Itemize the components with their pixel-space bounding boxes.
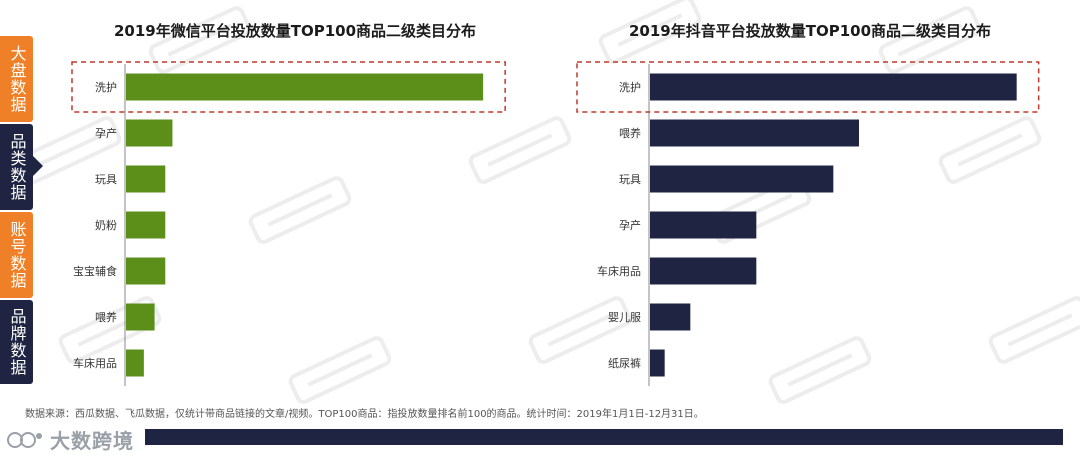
bar (126, 257, 166, 285)
category-label: 纸尿裤 (608, 356, 641, 370)
wechat-chart: 2019年微信平台投放数量TOP100商品二级类目分布 洗护孕产玩具奶粉宝宝辅食… (55, 0, 535, 400)
brand-name: 大数跨境 (50, 429, 134, 453)
bar (650, 73, 1017, 101)
category-label: 玩具 (95, 173, 117, 186)
brand-logo-icon (7, 431, 42, 448)
nav-item-account[interactable]: 账号数据 (0, 212, 33, 298)
nav-item-category[interactable]: 品类数据 (0, 124, 33, 210)
nav-item-brand[interactable]: 品牌数据 (0, 300, 33, 384)
category-label: 喂养 (619, 126, 641, 140)
highlight-box (576, 61, 1040, 113)
category-label: 孕产 (619, 218, 641, 232)
bar (650, 257, 757, 285)
data-source-note: 数据来源：西瓜数据、飞瓜数据，仅统计带商品链接的文章/视频。TOP100商品：指… (25, 409, 704, 420)
category-label: 孕产 (95, 126, 117, 140)
bar (126, 349, 144, 377)
category-label: 喂养 (95, 310, 117, 324)
category-label: 车床用品 (597, 264, 641, 278)
bar (126, 165, 166, 193)
footer-bar (145, 429, 1063, 445)
category-label: 洗护 (619, 80, 641, 94)
category-label: 奶粉 (95, 218, 117, 232)
highlight-box (71, 61, 506, 113)
douyin-chart-title: 2019年抖音平台投放数量TOP100商品二级类目分布 (628, 22, 992, 40)
category-label: 车床用品 (73, 356, 117, 370)
wechat-chart-title: 2019年微信平台投放数量TOP100商品二级类目分布 (113, 22, 477, 40)
bar (126, 211, 166, 239)
bar (650, 349, 665, 377)
active-indicator-icon (33, 156, 43, 176)
category-label: 洗护 (95, 80, 117, 94)
category-label: 玩具 (619, 173, 641, 186)
douyin-chart: 2019年抖音平台投放数量TOP100商品二级类目分布 洗护喂养玩具孕产车床用品… (560, 0, 1060, 400)
category-label: 宝宝辅食 (73, 264, 117, 278)
bar (650, 303, 691, 331)
bar (650, 165, 834, 193)
bar (126, 119, 173, 147)
category-label: 婴儿服 (608, 311, 641, 324)
brand: 大数跨境 (6, 425, 134, 454)
bar (126, 303, 155, 331)
bar (650, 211, 757, 239)
nav-item-overview[interactable]: 大盘数据 (0, 36, 33, 122)
bar (126, 73, 484, 101)
bar (650, 119, 859, 147)
